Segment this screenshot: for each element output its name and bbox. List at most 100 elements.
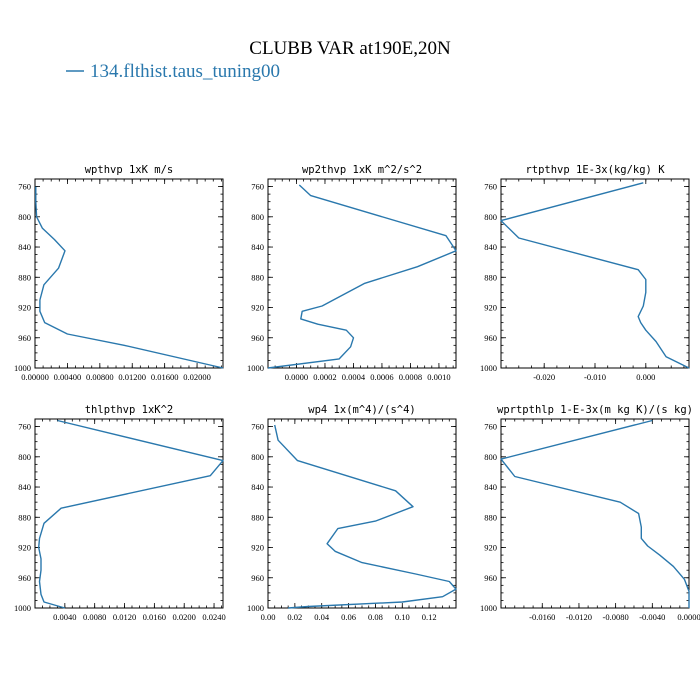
panel-4-ytick-label: 1000 — [14, 603, 31, 613]
panel-2-xtick-label: 0.0006 — [370, 372, 393, 382]
panel-6-ytick-label: 1000 — [480, 603, 497, 613]
panel-1-xtick-label: 0.01200 — [118, 372, 146, 382]
panel-2-ytick-label: 960 — [251, 333, 264, 343]
panel-3-ytick-label: 960 — [484, 333, 497, 343]
panel-3-title: rtpthvp 1E-3x(kg/kg) K — [525, 164, 665, 176]
legend-label: 134.flthist.taus_tuning00 — [90, 61, 280, 82]
panel-4-xtick-label: 0.0200 — [173, 612, 196, 622]
panel-6: wprtpthlp 1-E-3x(m kg K)/(s kg) -0.0160 -0… — [480, 404, 700, 622]
panel-3-series-line — [500, 182, 690, 369]
panel-1-xtick-label: 0.00400 — [54, 372, 82, 382]
panel-4-series-line — [38, 419, 224, 609]
panel-6-ytick-label: 840 — [484, 482, 497, 492]
panel-3-xtick-label: -0.010 — [584, 372, 606, 382]
panel-2-frame — [267, 178, 457, 369]
panel-4-ytick-label: 760 — [18, 422, 31, 432]
panel-6-xtick-label: -0.0160 — [529, 612, 555, 622]
figure-title: CLUBB VAR at190E,20N — [249, 38, 451, 59]
panel-2-ytick-label: 920 — [251, 303, 264, 313]
panel-2-ytick-label: 880 — [251, 272, 264, 282]
panel-1-frame — [34, 178, 224, 369]
panel-5: wp4 1x(m^4)/(s^4) 0.00 0.02 0.04 0.06 0.08 0.1… — [247, 404, 457, 622]
panel-5-xtick-label: 0.08 — [368, 612, 383, 622]
panel-1-xtick-label: 0.00000 — [21, 372, 49, 382]
panel-2-xtick-label: 0.0008 — [399, 372, 422, 382]
panel-5-series-line — [274, 424, 457, 609]
panel-3: rtpthvp 1E-3x(kg/kg) K -0.020 -0.010 0.000 7… — [480, 164, 690, 382]
panel-1-ytick-label: 880 — [18, 272, 31, 282]
panel-2-xtick-label: 0.0002 — [313, 372, 336, 382]
panel-4-xtick-label: 0.0240 — [202, 612, 225, 622]
panel-6-xtick-label: -0.0080 — [603, 612, 629, 622]
panel-4-xtick-label: 0.0160 — [143, 612, 166, 622]
panel-4-ytick-label: 800 — [18, 452, 31, 462]
panel-1-ytick-label: 840 — [18, 242, 31, 252]
panel-5-xtick-label: 0.00 — [261, 612, 276, 622]
panel-4-xtick-label: 0.0080 — [83, 612, 106, 622]
panel-4-frame — [34, 418, 224, 609]
panel-5-ytick-label: 920 — [251, 543, 264, 553]
panel-6-ytick-label: 880 — [484, 512, 497, 522]
panel-6-title: wprtpthlp 1-E-3x(m kg K)/(s kg) — [497, 404, 693, 416]
panel-5-xtick-label: 0.04 — [314, 612, 330, 622]
panel-2-title: wp2thvp 1xK m^2/s^2 — [302, 164, 422, 176]
panel-3-ytick-label: 760 — [484, 182, 497, 192]
panel-2-ytick-label: 760 — [251, 182, 264, 192]
panel-5-ytick-label: 760 — [251, 422, 264, 432]
panel-5-frame — [267, 418, 457, 609]
panel-5-ytick-label: 880 — [251, 512, 264, 522]
panel-5-xtick-label: 0.10 — [395, 612, 410, 622]
panel-1-xtick-label: 0.01600 — [151, 372, 179, 382]
panel-2-xtick-label: 0.0004 — [342, 372, 366, 382]
legend: 134.flthist.taus_tuning00 — [66, 61, 280, 82]
panel-2-series-line — [267, 184, 457, 369]
panel-6-ytick-label: 920 — [484, 543, 497, 553]
panel-5-xtick-label: 0.06 — [341, 612, 356, 622]
panel-3-frame — [500, 178, 690, 369]
panel-4-ytick-label: 880 — [18, 512, 31, 522]
panel-1-xtick-label: 0.02000 — [183, 372, 211, 382]
panel-1-ytick-label: 1000 — [14, 363, 31, 373]
panel-5-xtick-label: 0.02 — [287, 612, 302, 622]
panel-1-ytick-label: 920 — [18, 303, 31, 313]
panel-4-xtick-label: 0.0120 — [113, 612, 136, 622]
panel-1-ytick-label: 800 — [18, 212, 31, 222]
panel-6-xtick-label: -0.0040 — [639, 612, 665, 622]
panel-6-series-line — [500, 419, 690, 608]
panel-2-ytick-label: 800 — [251, 212, 264, 222]
panel-6-ytick-label: 960 — [484, 573, 497, 583]
panel-1-xtick-label: 0.00800 — [86, 372, 114, 382]
panel-4: thlpthvp 1xK^2 0.0040 0.0080 0.0120 0.0160 0.… — [14, 404, 226, 622]
panel-2: wp2thvp 1xK m^2/s^2 0.0000 0.0002 0.0004 0.0… — [247, 164, 457, 382]
panel-3-xtick-label: -0.020 — [533, 372, 555, 382]
panel-5-title: wp4 1x(m^4)/(s^4) — [308, 404, 415, 416]
panel-4-ytick-label: 840 — [18, 482, 31, 492]
panel-6-ytick-label: 760 — [484, 422, 497, 432]
panel-5-ytick-label: 960 — [251, 573, 264, 583]
panel-1: wpthvp 1xK m/s 0.00000 0.00400 0.00800 0.012… — [14, 164, 224, 382]
panel-1-ytick-label: 960 — [18, 333, 31, 343]
panel-4-ytick-label: 960 — [18, 573, 31, 583]
panels: wpthvp 1xK m/s0.00000 0.00400 0.00800 0.012… — [14, 164, 700, 622]
panel-3-ytick-label: 1000 — [480, 363, 497, 373]
panel-1-ytick-label: 760 — [18, 182, 31, 192]
panel-3-xtick-label: 0.000 — [636, 372, 655, 382]
panel-3-ytick-label: 840 — [484, 242, 497, 252]
panel-5-ytick-label: 1000 — [247, 603, 264, 613]
panel-2-ytick-label: 840 — [251, 242, 264, 252]
panel-5-ytick-label: 840 — [251, 482, 264, 492]
panel-6-xtick-label: -0.0120 — [566, 612, 592, 622]
panel-4-ytick-label: 920 — [18, 543, 31, 553]
panel-5-xtick-label: 0.12 — [422, 612, 437, 622]
panel-6-ytick-label: 800 — [484, 452, 497, 462]
panel-5-ytick-label: 800 — [251, 452, 264, 462]
panel-6-frame — [500, 418, 690, 609]
panel-2-xtick-label: 0.0000 — [285, 372, 308, 382]
panel-3-ytick-label: 920 — [484, 303, 497, 313]
panel-1-series-line — [35, 186, 224, 369]
panel-1-title: wpthvp 1xK m/s — [85, 164, 174, 176]
panel-4-title: thlpthvp 1xK^2 — [85, 404, 174, 416]
panel-4-xtick-label: 0.0040 — [53, 612, 76, 622]
panel-2-xtick-label: 0.0010 — [427, 372, 450, 382]
